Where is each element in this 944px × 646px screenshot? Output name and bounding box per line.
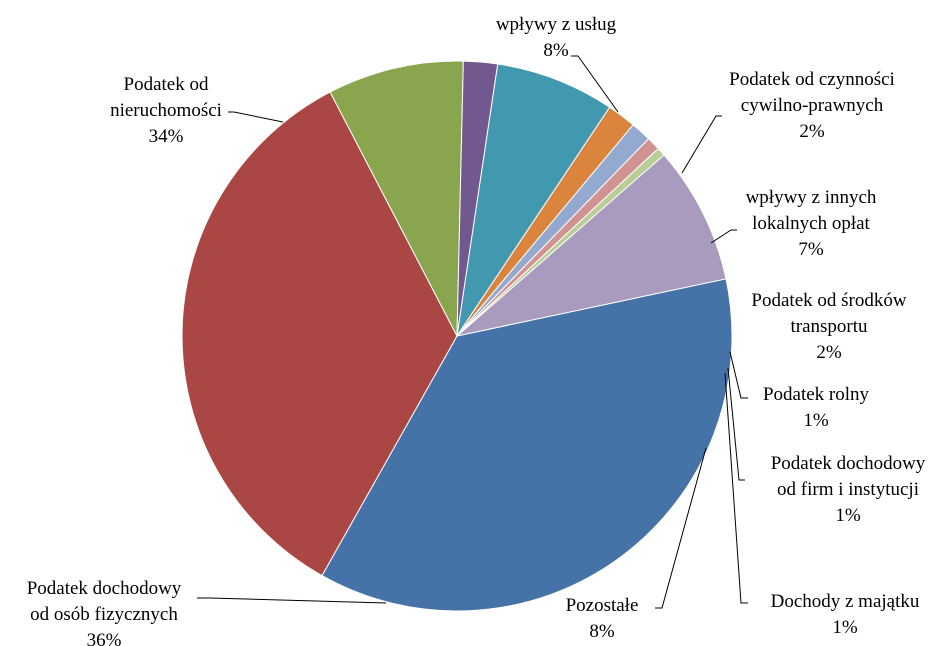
leader-line-wplywy-z-uslug (571, 55, 619, 113)
slice-label-podatek-rolny: Podatek rolny 1% (763, 384, 870, 431)
slice-label-podatek-od-nieruchomosci: Podatek od nieruchomości 34% (110, 74, 222, 147)
slice-name-line: Podatek od czynności (729, 69, 895, 90)
slice-percent-label: 8% (589, 621, 615, 642)
slice-percent-label: 36% (87, 630, 122, 646)
slice-name-line: cywilno-prawnych (741, 95, 884, 116)
slice-name-line: wpływy z usług (496, 14, 617, 35)
pie-slice-podatek-od-nieruchomosci (181, 91, 458, 577)
slice-percent-label: 8% (543, 40, 569, 61)
leader-line-dochody-z-majatku (724, 372, 748, 604)
slice-percent-label: 2% (816, 342, 842, 363)
leader-line-podatek-dochodowy-od-firm-i-instytucji (727, 367, 745, 481)
slice-label-wplywy-z-innych-lokalnych-oplat: wpływy z innych lokalnych opłat 7% (746, 187, 877, 260)
pie-slice-podatek-dochodowy-od-osob-fizycznych (321, 278, 733, 612)
leader-line-podatek-rolny (729, 351, 748, 399)
pie-slice-pozostale (455, 154, 727, 337)
slice-percent-label: 34% (149, 126, 184, 147)
slice-name-line: Podatek dochodowy (771, 453, 926, 474)
slice-percent-label: 1% (803, 410, 829, 431)
leader-line-wplywy-z-innych-lokalnych-oplat (710, 229, 737, 244)
slice-percent-label: 2% (799, 121, 825, 142)
pie-slice-wplywy-z-uslug (329, 60, 464, 337)
slice-label-podatek-dochodowy-od-firm-i-instytucji: Podatek dochodowy od firm i instytucji 1% (771, 453, 926, 526)
slice-name-line: wpływy z innych (746, 187, 877, 208)
slice-name-line: Pozostałe (566, 595, 639, 616)
slice-name-line: Podatek dochodowy (27, 578, 182, 599)
slice-percent-label: 1% (835, 505, 861, 526)
slice-name-line: od firm i instytucji (777, 479, 919, 500)
pie-slices (181, 60, 733, 612)
slice-name-line: nieruchomości (110, 100, 222, 121)
slice-label-podatek-dochodowy-od-osob-fizycznych: Podatek dochodowy od osób fizycznych 36% (27, 578, 182, 646)
slice-label-podatek-od-czynnosci-cywilno-prawnych: Podatek od czynności cywilno-prawnych 2% (729, 69, 895, 142)
leader-line-pozostale (655, 447, 707, 609)
slice-name-line: od osób fizycznych (30, 604, 178, 625)
slice-label-podatek-od-srodkow-transportu: Podatek od środków transportu 2% (751, 290, 906, 363)
slice-percent-label: 1% (832, 617, 858, 638)
slice-name-line: Podatek od środków (751, 290, 906, 311)
slice-labels: Podatek dochodowy od osób fizycznych 36%Po… (27, 14, 926, 646)
leader-line-podatek-dochodowy-od-osob-fizycznych (197, 597, 387, 604)
pie-slice-wplywy-z-innych-lokalnych-oplat (456, 63, 611, 337)
leader-lines (197, 55, 748, 609)
slice-label-pozostale: Pozostałe 8% (566, 595, 639, 642)
slice-percent-label: 7% (798, 239, 824, 260)
slice-name-line: Podatek rolny (763, 384, 870, 405)
slice-name-line: lokalnych opłat (752, 213, 870, 234)
slice-label-dochody-z-majatku: Dochody z majątku 1% (771, 591, 920, 638)
slice-name-line: Dochody z majątku (771, 591, 920, 612)
slice-label-wplywy-z-uslug: wpływy z usług 8% (496, 14, 617, 61)
slice-name-line: Podatek od (124, 74, 209, 95)
slice-name-line: transportu (790, 316, 868, 337)
leader-line-podatek-od-nieruchomosci (228, 111, 284, 123)
leader-line-podatek-od-czynnosci-cywilno-prawnych (681, 115, 722, 174)
